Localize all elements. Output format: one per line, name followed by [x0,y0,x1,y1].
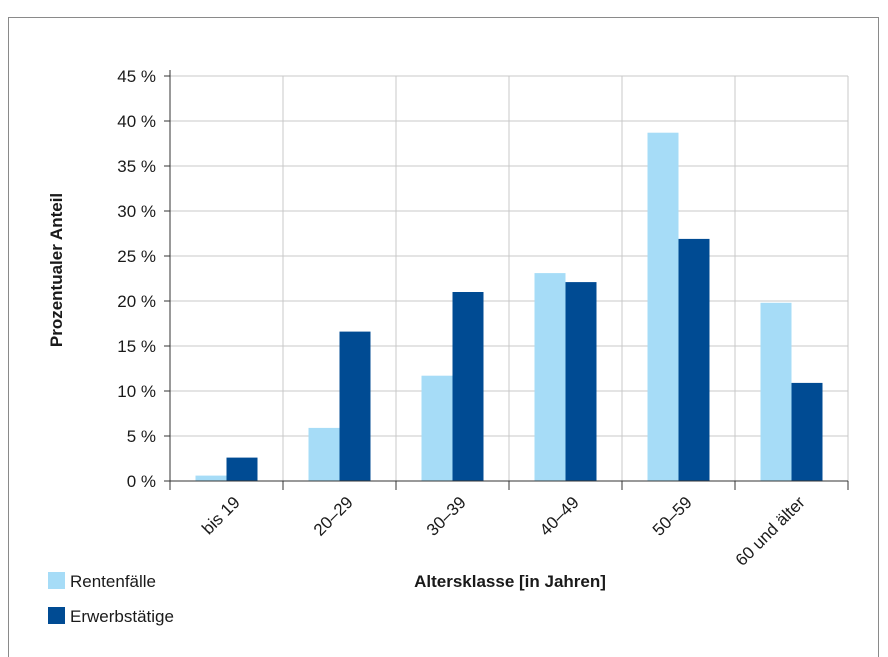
x-axis-title: Altersklasse [in Jahren] [414,572,606,591]
legend-swatch-rentenfaelle [48,572,65,589]
chart-frame [8,17,879,657]
y-tick-label: 10 % [117,382,156,401]
legend-swatch-erwerbstaetige [48,607,65,624]
x-tick-label: 30–39 [423,493,470,540]
legend-label-erwerbstaetige: Erwerbstätige [70,607,174,626]
bar-erwerbstaetige [339,331,371,481]
y-tick-label: 35 % [117,157,156,176]
legend: Rentenfälle Erwerbstätige [48,572,174,626]
y-tick-label: 25 % [117,247,156,266]
y-tick-label: 0 % [127,472,156,491]
bar-rentenfaelle [421,375,453,481]
bar-rentenfaelle [195,475,227,481]
x-tick-label: 60 und älter [732,493,809,570]
y-tick-label: 5 % [127,427,156,446]
x-tick-label: 20–29 [310,493,357,540]
y-axis-title: Prozentualer Anteil [47,193,66,347]
bar-erwerbstaetige [678,238,710,481]
bar-erwerbstaetige [791,382,823,481]
bar-erwerbstaetige [226,457,258,481]
bar-rentenfaelle [760,302,792,481]
y-tick-label: 40 % [117,112,156,131]
axis-layer [164,70,849,490]
bar-layer [195,132,823,481]
x-tick-label: 50–59 [649,493,696,540]
bar-erwerbstaetige [565,282,597,481]
y-tick-label: 30 % [117,202,156,221]
x-tick-label: bis 19 [198,493,244,539]
bar-rentenfaelle [308,427,340,481]
y-tick-label: 45 % [117,67,156,86]
y-tick-label: 20 % [117,292,156,311]
grid-layer [170,75,849,481]
bar-rentenfaelle [647,132,679,481]
x-tick-label: 40–49 [536,493,583,540]
legend-label-rentenfaelle: Rentenfälle [70,572,156,591]
y-tick-label: 15 % [117,337,156,356]
bar-rentenfaelle [534,273,566,481]
bar-erwerbstaetige [452,292,484,481]
